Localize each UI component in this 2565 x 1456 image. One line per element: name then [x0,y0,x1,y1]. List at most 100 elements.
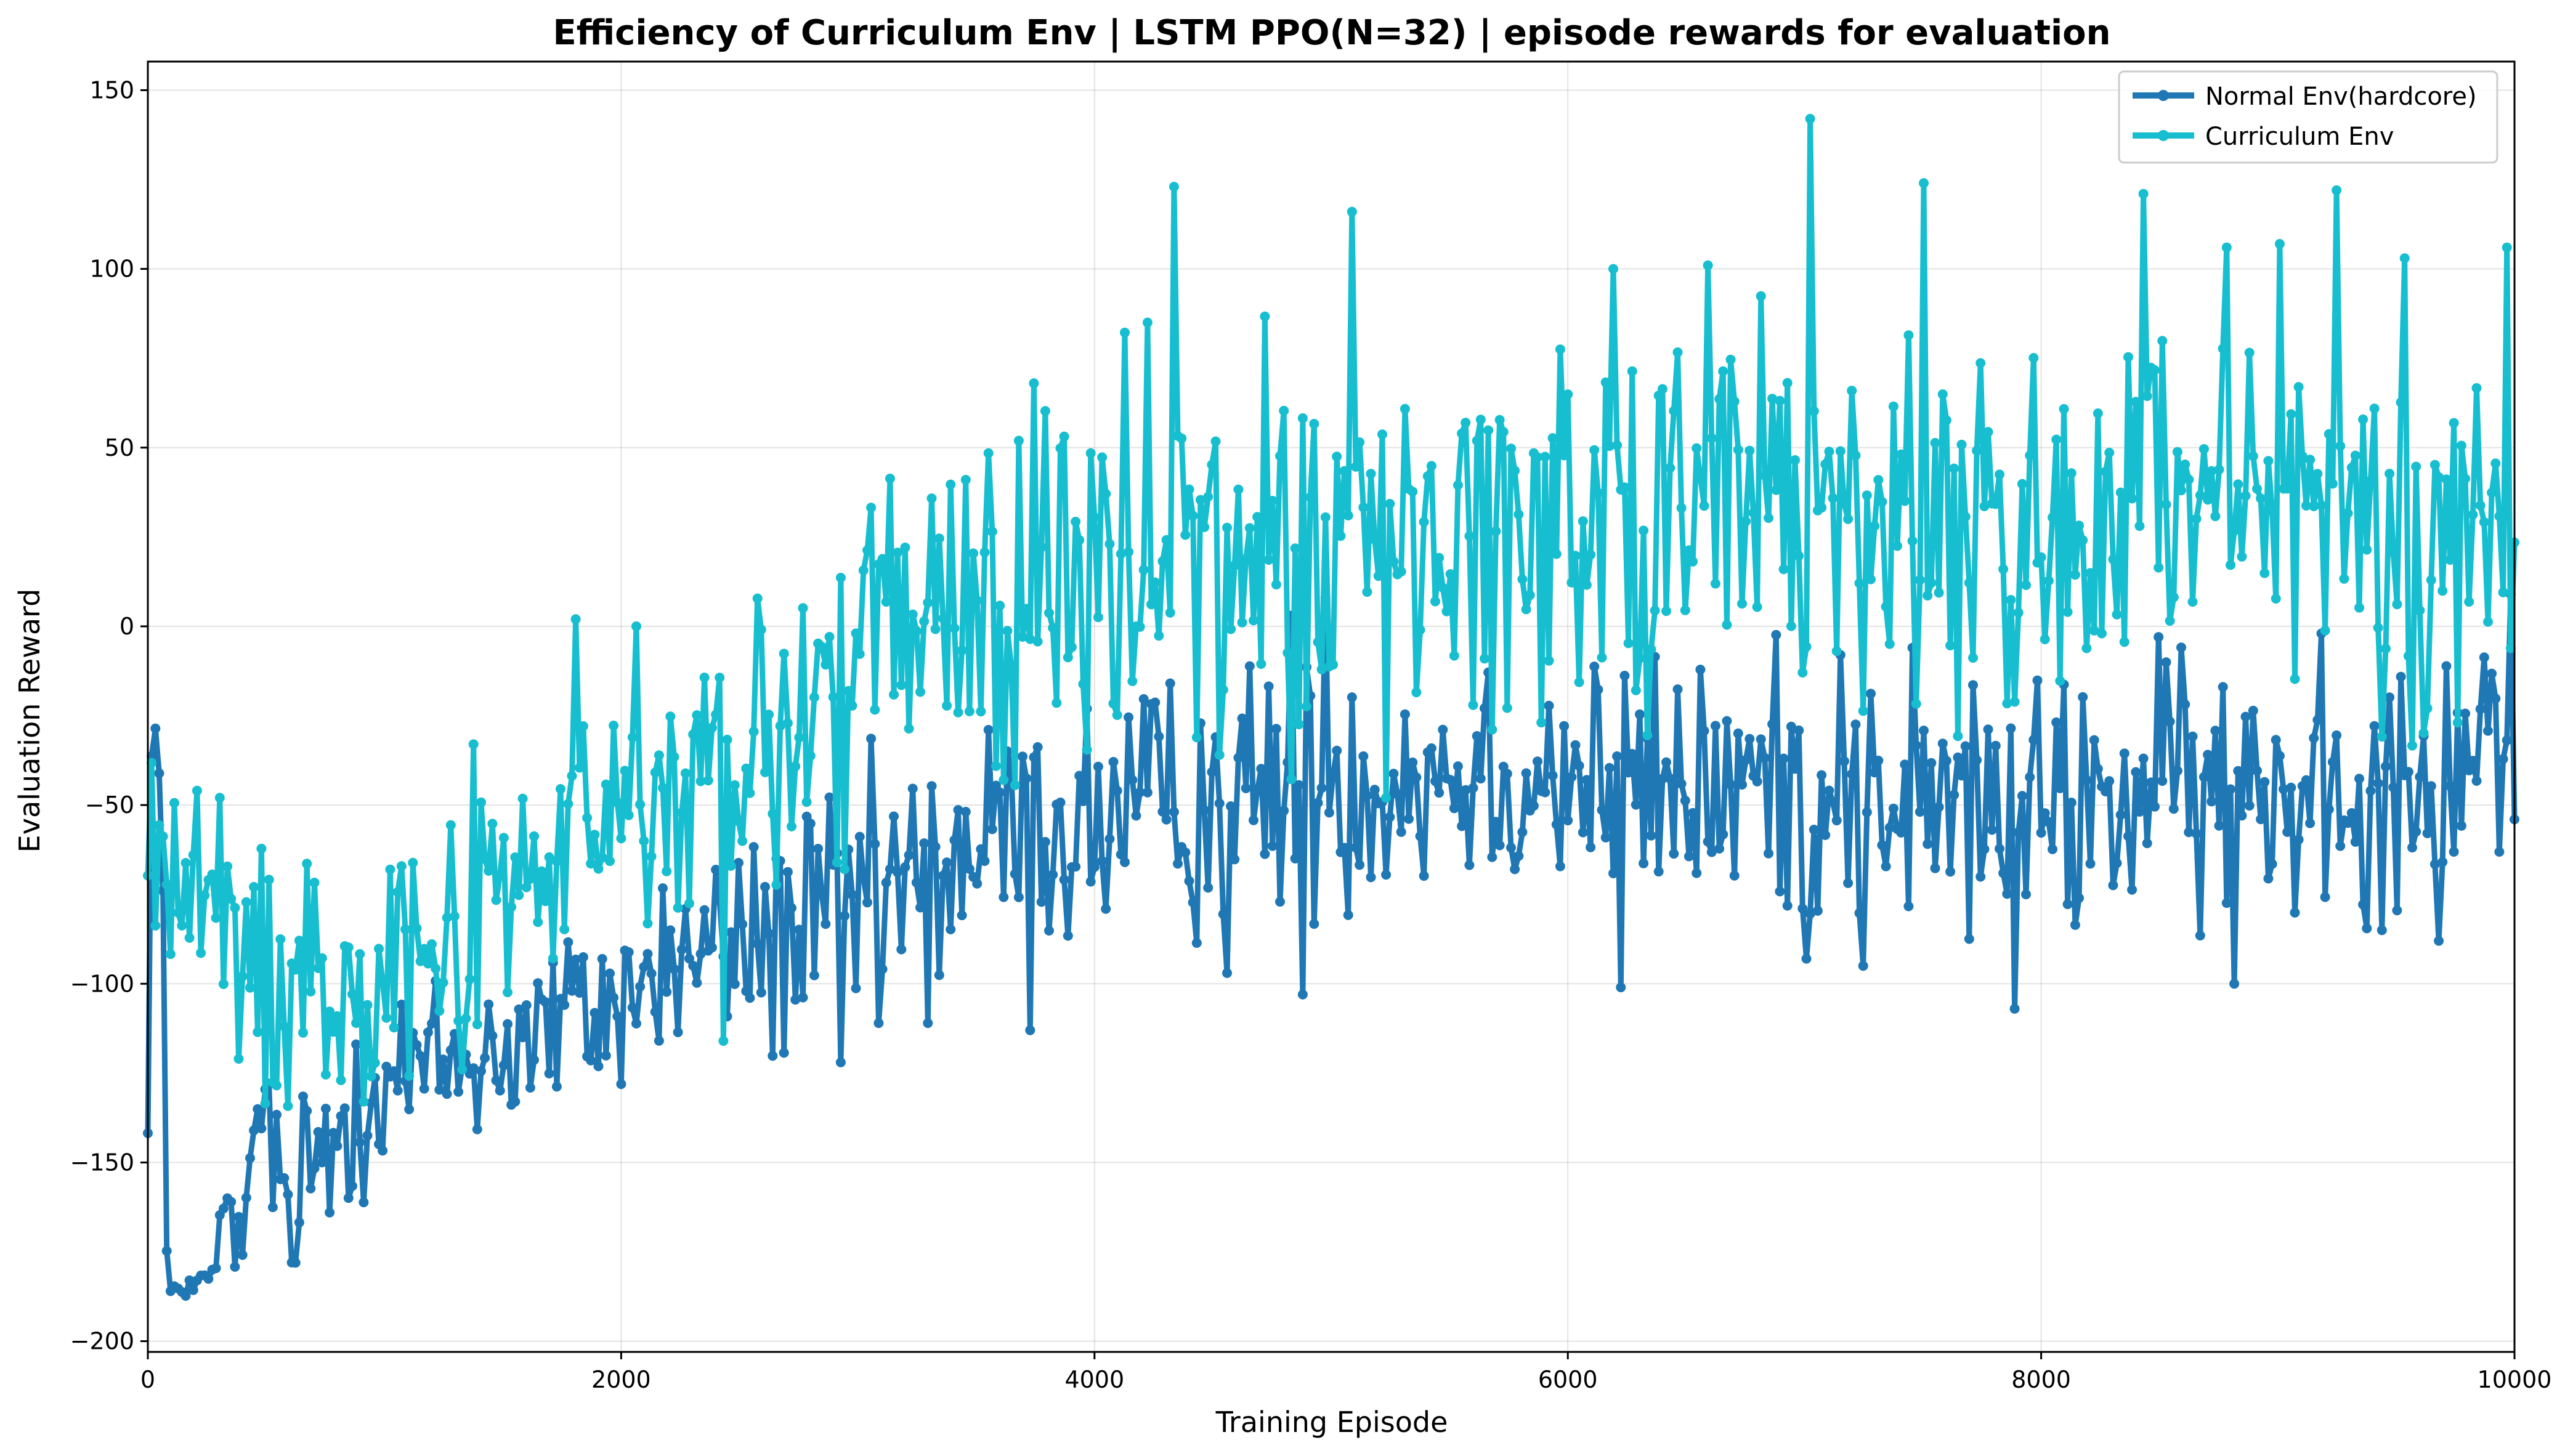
data-point [1188,511,1198,521]
data-point [2332,730,2342,740]
data-point [1021,773,1032,783]
data-point [907,783,918,794]
data-point [1316,664,1327,674]
data-point [2358,414,2368,424]
y-axis-ticks: −200 −150 −100 −50 0 50 100 150 [70,76,148,1355]
data-point [233,1211,244,1222]
data-point [1112,710,1122,720]
data-point [1669,849,1679,859]
data-point [953,805,963,815]
data-point [1563,389,1573,400]
data-point [1078,796,1088,806]
data-point [290,965,301,975]
data-point [158,831,168,841]
data-point [960,807,971,817]
data-point [1975,872,1986,882]
data-point [1104,539,1115,549]
data-point [272,1109,282,1120]
data-point [1870,767,1880,778]
data-point [760,881,770,892]
data-point [339,1103,350,1114]
data-point [1578,516,1588,527]
data-point [1222,522,1232,533]
x-tick-label: 2000 [591,1366,651,1393]
data-point [1517,827,1528,837]
data-point [2286,782,2296,793]
data-point [1218,909,1228,920]
data-point [2237,551,2247,562]
data-point [2483,726,2493,736]
data-point [320,1069,331,1080]
data-point [1794,725,1804,735]
data-point [1400,709,1410,719]
data-point [1290,543,1300,554]
data-point [1953,752,1963,762]
data-point [1502,769,1512,779]
data-point [1695,472,1706,483]
data-point [279,1021,290,1032]
data-point [654,750,664,761]
data-point [226,894,237,904]
data-point [756,987,766,998]
data-point [218,1203,229,1214]
data-point [453,1086,464,1097]
data-point [559,924,570,934]
data-point [173,908,184,918]
data-point [1203,883,1214,893]
data-point [987,824,997,835]
data-point [1627,366,1637,376]
data-point [635,799,646,810]
data-point [1120,857,1130,867]
data-point [2479,517,2489,527]
data-point [392,1085,403,1096]
data-point [745,993,755,1003]
data-point [1574,677,1584,687]
data-point [396,1000,407,1009]
data-point [2305,455,2316,465]
data-point [165,949,176,960]
data-point [2256,814,2266,825]
data-point [1184,876,1194,886]
data-point [1355,860,1365,870]
data-point [1937,738,1948,749]
data-point [1214,798,1225,809]
data-point [438,1054,448,1065]
data-point [915,902,925,913]
data-point [203,1274,214,1284]
data-point [1718,829,1728,839]
data-point [2002,698,2012,709]
data-point [1547,770,1558,781]
data-point [1722,620,1732,630]
data-point [726,927,736,937]
data-point [2062,899,2073,910]
data-point [423,958,433,969]
data-point [2388,782,2399,793]
data-point [1366,469,1376,479]
data-point [2203,495,2213,505]
data-point [1665,463,1676,473]
data-point [1801,953,1812,964]
data-point [662,987,672,997]
data-point [1809,406,1819,416]
data-point [1744,734,1755,744]
data-point [2127,493,2138,504]
data-point [590,1008,600,1018]
data-point [1313,798,1323,808]
data-point [1854,578,1865,588]
data-point [1063,931,1073,941]
data-point [2036,552,2046,562]
data-point [1835,446,1846,456]
data-point [896,680,907,690]
data-point [1949,463,1959,474]
data-point [1226,801,1236,811]
data-point [923,597,933,608]
data-point [2203,750,2213,760]
data-point [1866,689,1876,699]
data-point [2036,828,2046,838]
data-point [2252,766,2262,776]
data-point [1434,788,1445,798]
data-point [1881,861,1891,872]
data-point [1347,206,1357,217]
data-point [1199,522,1210,532]
data-point [1525,590,1535,601]
